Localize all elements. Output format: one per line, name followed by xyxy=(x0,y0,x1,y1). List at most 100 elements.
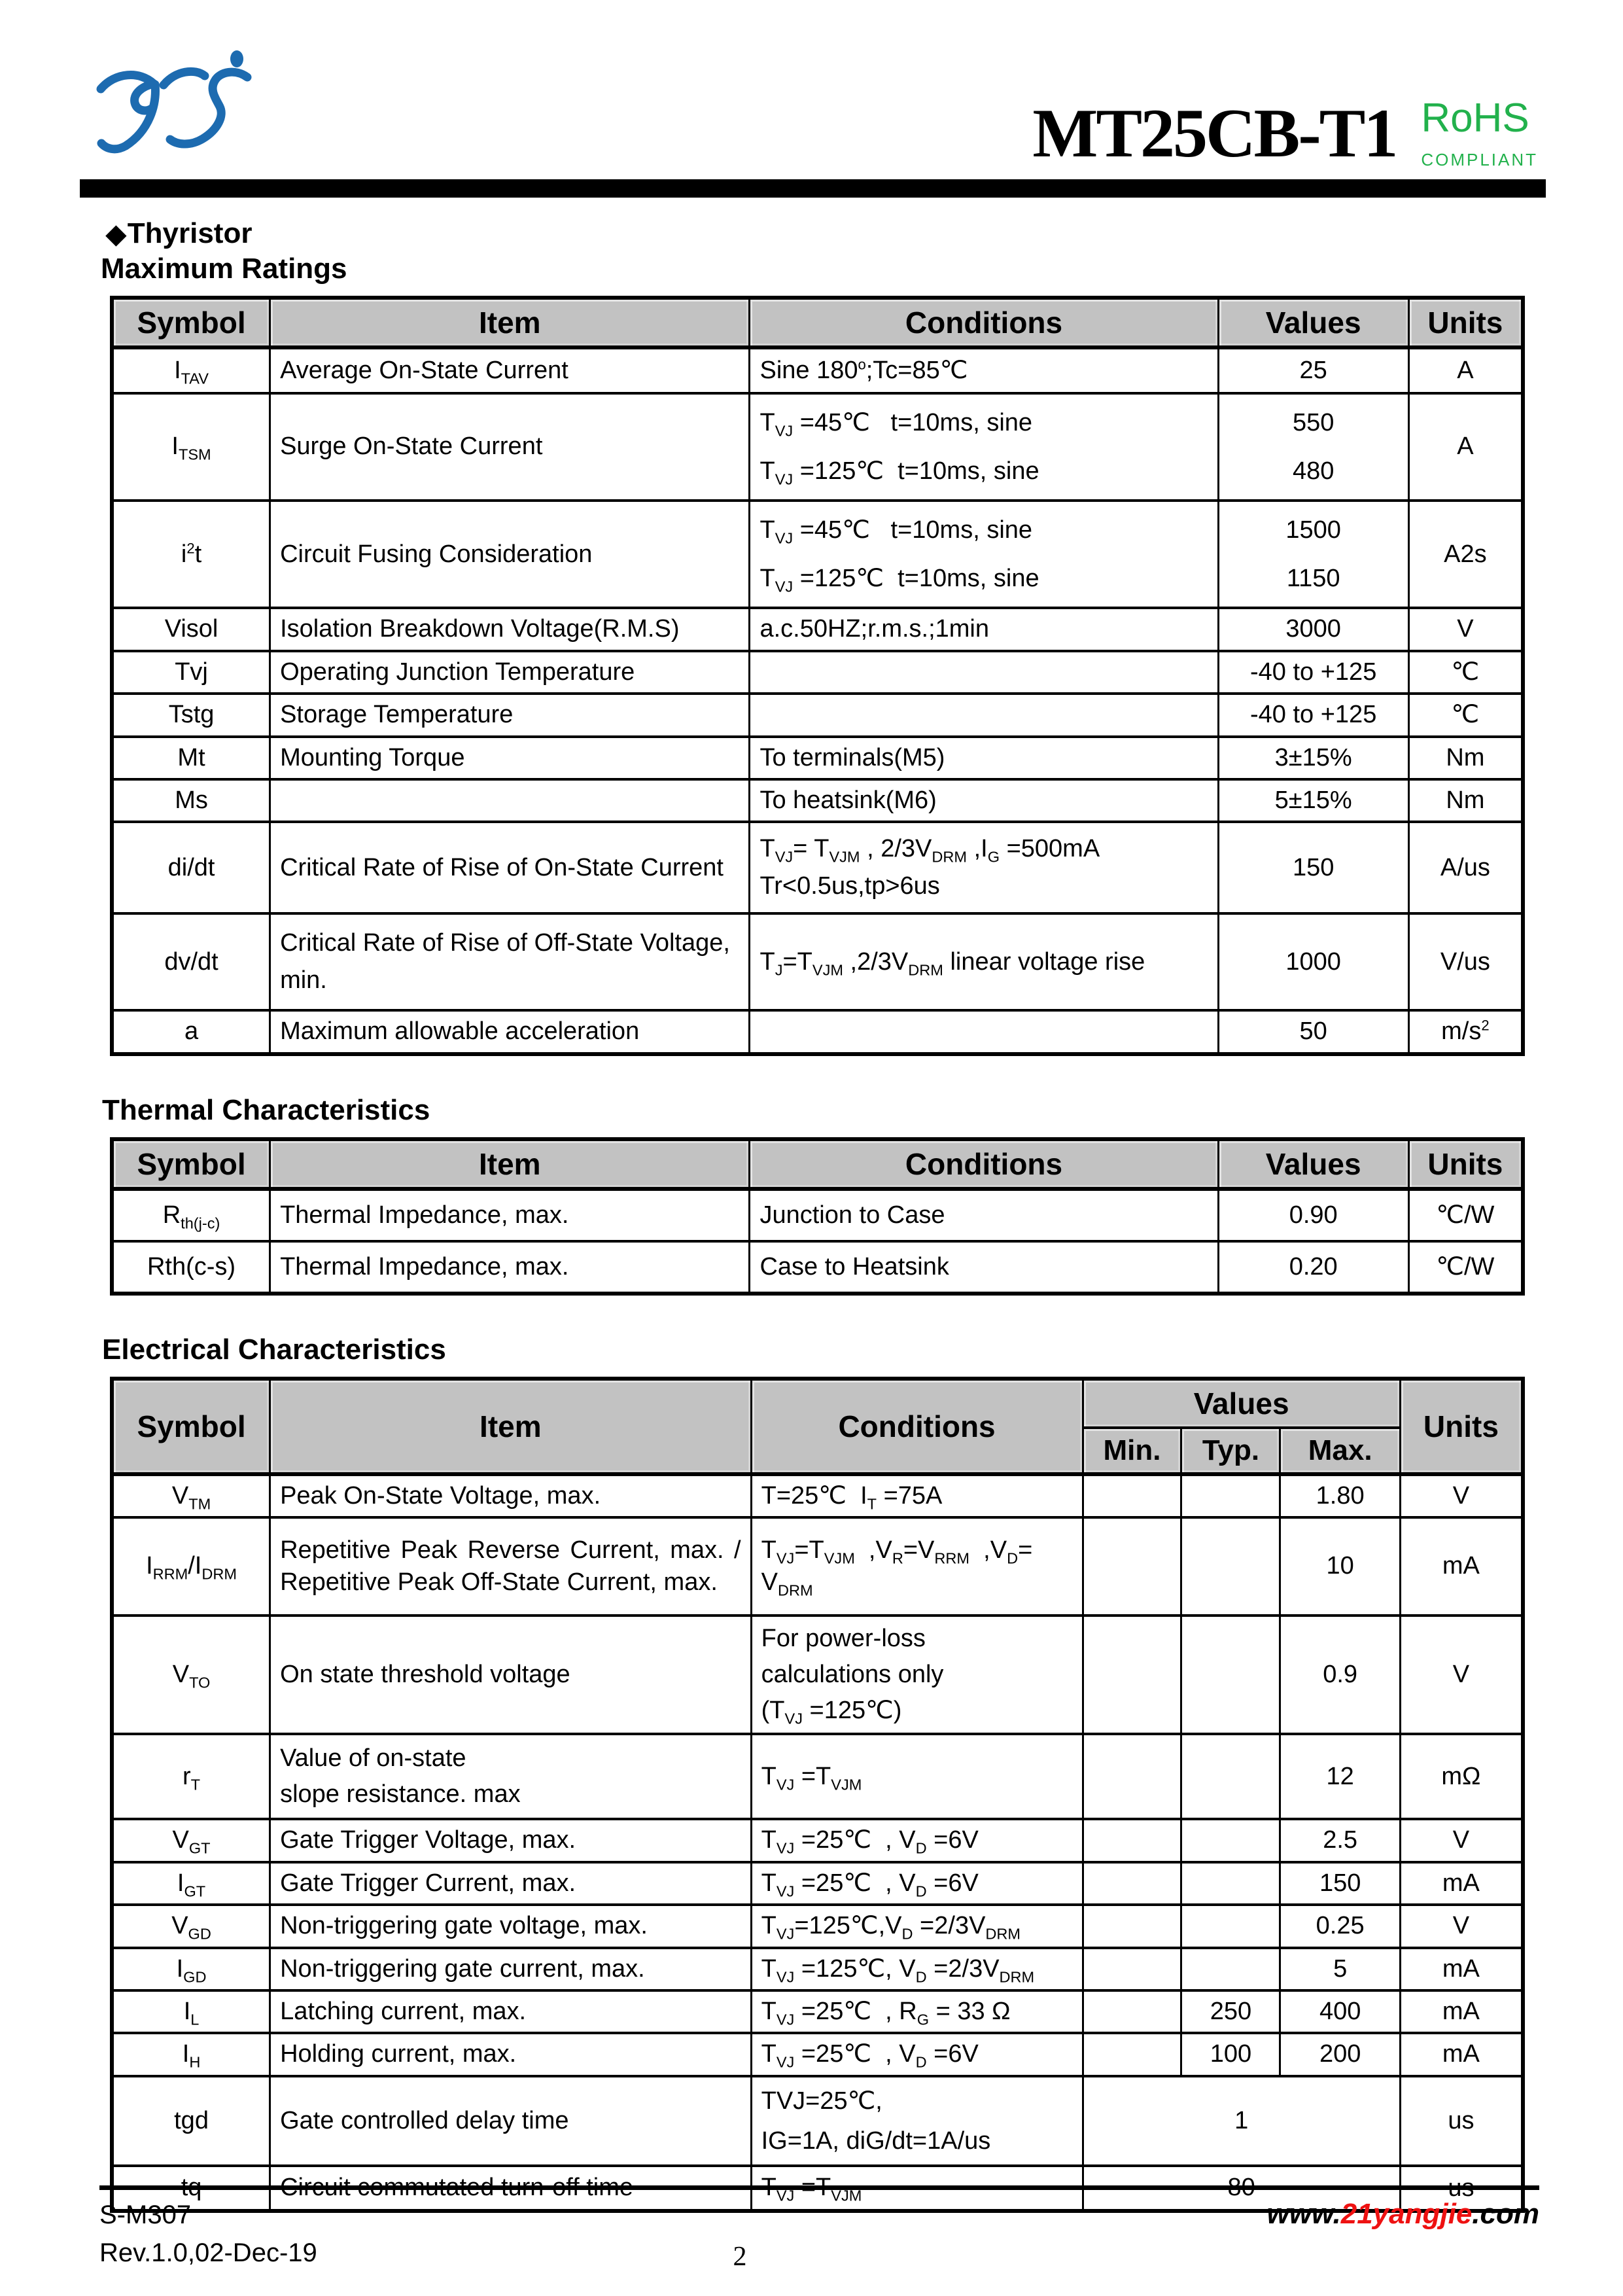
conditions-cell: Case to Heatsink xyxy=(748,1239,1219,1295)
table-header-row: Symbol Item Conditions Values Units xyxy=(111,1377,1524,1476)
conditions-cell: TVJ =45℃ t=10ms, sine TVJ =125℃ t=10ms, s… xyxy=(748,499,1219,610)
website-suffix: .com xyxy=(1472,2198,1539,2230)
symbol-cell: VTO xyxy=(111,1614,271,1736)
symbol-cell: VTM xyxy=(111,1472,271,1519)
table-row: VTM Peak On-State Voltage, max. T=25℃ IT… xyxy=(111,1472,1524,1519)
typ-cell xyxy=(1180,1903,1282,1949)
units-cell: ℃ xyxy=(1407,649,1524,696)
item-cell: Mounting Torque xyxy=(269,735,751,781)
conditions-cell: a.c.50HZ;r.m.s.;1min xyxy=(748,607,1219,652)
units-cell: mΩ xyxy=(1399,1733,1524,1821)
col-max: Max. xyxy=(1279,1426,1401,1476)
conditions-cell: T=25℃ IT =75A xyxy=(750,1472,1084,1519)
units-cell: ℃/W xyxy=(1407,1239,1524,1295)
item-cell: Latching current, max. xyxy=(269,1988,752,2035)
units-cell: mA xyxy=(1399,1516,1524,1617)
table-row: VGD Non-triggering gate voltage, max. TV… xyxy=(111,1903,1524,1949)
max-ratings-title: Maximum Ratings xyxy=(101,253,347,285)
units-cell: us xyxy=(1399,2074,1524,2168)
col-conditions: Conditions xyxy=(748,1138,1219,1191)
symbol-cell: i2t xyxy=(111,499,271,610)
typ-cell: 100 xyxy=(1180,2032,1282,2077)
min-cell xyxy=(1081,1614,1183,1736)
website-link[interactable]: www.21yangjie.com xyxy=(1266,2198,1539,2231)
rohs-badge: RoHS COMPLIANT xyxy=(1421,97,1538,170)
doc-number: S-M307 xyxy=(99,2200,192,2229)
max-cell: 10 xyxy=(1279,1516,1401,1617)
symbol-cell: tgd xyxy=(111,2074,271,2168)
units-cell: V xyxy=(1399,1903,1524,1949)
col-units: Units xyxy=(1407,1138,1524,1191)
col-units: Units xyxy=(1407,296,1524,349)
conditions-cell xyxy=(748,1009,1219,1055)
values-cell: 550 480 xyxy=(1217,391,1410,503)
thyristor-heading: ◆Thyristor xyxy=(106,217,1525,250)
min-cell xyxy=(1081,1733,1183,1821)
table-row: Tstg Storage Temperature -40 to +125 ℃ xyxy=(111,692,1524,738)
conditions-cell xyxy=(748,692,1219,738)
units-cell: A xyxy=(1407,391,1524,503)
rohs-label: RoHS xyxy=(1421,95,1529,141)
table-row: tgd Gate controlled delay time TVJ=25℃, I… xyxy=(111,2074,1524,2168)
values-cell: -40 to +125 xyxy=(1217,692,1410,738)
values-cell: 1 xyxy=(1081,2074,1401,2168)
logo-dot xyxy=(230,50,243,67)
item-cell: Holding current, max. xyxy=(269,2032,752,2077)
symbol-cell: rT xyxy=(111,1733,271,1821)
item-cell: Circuit Fusing Consideration xyxy=(269,499,751,610)
item-cell: Average On-State Current xyxy=(269,346,751,395)
col-symbol: Symbol xyxy=(111,1138,271,1191)
units-cell: A2s xyxy=(1407,499,1524,610)
max-cell: 200 xyxy=(1279,2032,1401,2077)
max-cell: 150 xyxy=(1279,1860,1401,1907)
min-cell xyxy=(1081,1818,1183,1863)
col-values: Values xyxy=(1217,1138,1410,1191)
symbol-cell: IGD xyxy=(111,1946,271,1992)
min-cell xyxy=(1081,1903,1183,1949)
symbol-cell: Ms xyxy=(111,777,271,824)
table-row: ITAV Average On-State Current Sine 180o;… xyxy=(111,346,1524,395)
symbol-cell: dv/dt xyxy=(111,912,271,1012)
conditions-cell: TVJ =45℃ t=10ms, sine TVJ =125℃ t=10ms, s… xyxy=(748,391,1219,503)
conditions-cell: TVJ =125℃, VD =2/3VDRM xyxy=(750,1946,1084,1992)
rohs-compliant-label: COMPLIANT xyxy=(1421,150,1538,169)
col-symbol: Symbol xyxy=(111,1377,271,1476)
table-row: di/dt Critical Rate of Rise of On-State … xyxy=(111,821,1524,915)
units-cell: A/us xyxy=(1407,821,1524,915)
table-row: IH Holding current, max. TVJ =25℃ , VD =… xyxy=(111,2032,1524,2077)
conditions-cell: TVJ =25℃ , RG = 33 Ω xyxy=(750,1988,1084,2035)
item-cell: Critical Rate of Rise of Off-State Volta… xyxy=(269,912,751,1012)
table-row: a Maximum allowable acceleration 50 m/s2 xyxy=(111,1009,1524,1055)
website-prefix: www. xyxy=(1266,2198,1341,2230)
item-cell: Isolation Breakdown Voltage(R.M.S) xyxy=(269,607,751,652)
conditions-cell: TVJ =TVJM xyxy=(750,1733,1084,1821)
typ-cell xyxy=(1180,1516,1282,1617)
col-values: Values xyxy=(1081,1377,1401,1429)
conditions-cell xyxy=(748,649,1219,696)
table-row: IRRM/IDRM Repetitive Peak Reverse Curren… xyxy=(111,1516,1524,1617)
units-cell: mA xyxy=(1399,1988,1524,2035)
values-cell: 3±15% xyxy=(1217,735,1410,781)
col-symbol: Symbol xyxy=(111,296,271,349)
diamond-icon: ◆ xyxy=(106,220,126,249)
col-units: Units xyxy=(1399,1377,1524,1476)
typ-cell xyxy=(1180,1472,1282,1519)
units-cell: A xyxy=(1407,346,1524,395)
units-cell: V xyxy=(1407,607,1524,652)
col-item: Item xyxy=(269,1377,752,1476)
table-row: VGT Gate Trigger Voltage, max. TVJ =25℃ … xyxy=(111,1818,1524,1863)
symbol-cell: VGT xyxy=(111,1818,271,1863)
typ-cell xyxy=(1180,1860,1282,1907)
electrical-title: Electrical Characteristics xyxy=(102,1333,446,1366)
values-cell: 3000 xyxy=(1217,607,1410,652)
col-conditions: Conditions xyxy=(750,1377,1084,1476)
table-row: Ms To heatsink(M6) 5±15% Nm xyxy=(111,777,1524,824)
table-row: IGD Non-triggering gate current, max. TV… xyxy=(111,1946,1524,1992)
max-ratings-table: Symbol Item Conditions Values Units ITAV… xyxy=(110,296,1525,1056)
units-cell: V xyxy=(1399,1472,1524,1519)
table-row: Rth(j-c) Thermal Impedance, max. Junctio… xyxy=(111,1187,1524,1243)
units-cell: Nm xyxy=(1407,735,1524,781)
units-cell: mA xyxy=(1399,2032,1524,2077)
min-cell xyxy=(1081,1946,1183,1992)
symbol-cell: IH xyxy=(111,2032,271,2077)
